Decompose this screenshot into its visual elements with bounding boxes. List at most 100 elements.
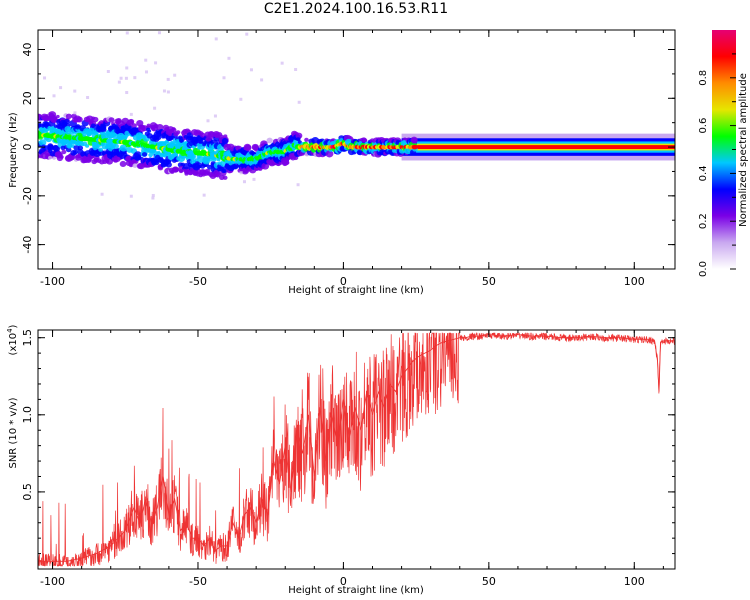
spectral-outlier bbox=[151, 193, 155, 197]
spectral-point bbox=[65, 147, 72, 153]
spectral-outlier bbox=[294, 67, 298, 71]
snr-x-label: Height of straight line (km) bbox=[288, 585, 424, 596]
y-tick-label: 0 bbox=[21, 144, 34, 151]
spectral-outlier bbox=[117, 80, 121, 84]
spectral-point bbox=[60, 155, 64, 159]
x-tick-label: 0 bbox=[340, 575, 347, 588]
spectral-point bbox=[63, 118, 70, 125]
spectral-outlier bbox=[100, 192, 104, 196]
spectral-outlier bbox=[222, 76, 226, 80]
spectral-outlier bbox=[239, 171, 243, 175]
spectral-outlier bbox=[245, 32, 249, 36]
spectral-outlier bbox=[260, 78, 264, 82]
spectral-band bbox=[401, 145, 675, 150]
spectral-outlier bbox=[125, 91, 129, 95]
spectral-point bbox=[232, 164, 239, 170]
y-tick-label: 0.5 bbox=[21, 483, 34, 501]
spectral-outlier bbox=[242, 180, 246, 184]
spectral-outlier bbox=[129, 194, 133, 198]
x-tick-label: -50 bbox=[189, 575, 207, 588]
spectral-point bbox=[51, 114, 56, 119]
x-tick-label: -50 bbox=[189, 275, 207, 288]
spectral-point bbox=[85, 144, 90, 148]
spectral-point bbox=[73, 145, 80, 151]
spectral-outlier bbox=[227, 56, 231, 60]
spectrogram-panel: -100 -50 0 50 100 40 20 0 -20 -40 Height of stra… bbox=[8, 29, 676, 296]
spectral-outlier bbox=[202, 193, 206, 197]
spectral-point bbox=[52, 156, 56, 160]
spectral-point bbox=[252, 144, 259, 151]
x-tick-label: -100 bbox=[40, 275, 65, 288]
colorbar-tick-label: 0.2 bbox=[698, 213, 709, 229]
spectral-outlier bbox=[124, 76, 128, 80]
colorbar-tick-label: 0.8 bbox=[698, 70, 709, 86]
spectral-outlier bbox=[214, 37, 218, 41]
spectral-point bbox=[108, 117, 115, 123]
colorbar: 0.0 0.2 0.4 0.6 0.8 Normalized spectral ampl… bbox=[698, 30, 749, 277]
spectral-point bbox=[304, 137, 309, 142]
colorbar-tick-label: 0.0 bbox=[698, 261, 709, 277]
colorbar-label: Normalized spectral amplitude bbox=[738, 73, 749, 227]
spectrogram-x-ticks: -100 -50 0 50 100 bbox=[40, 30, 664, 288]
snr-series-line bbox=[38, 334, 675, 562]
x-tick-label: 100 bbox=[624, 275, 645, 288]
x-tick-label: 0 bbox=[340, 275, 347, 288]
spectral-point bbox=[99, 126, 106, 133]
spectral-outlier bbox=[280, 61, 284, 65]
y-tick-label: -40 bbox=[21, 236, 34, 254]
spectral-point bbox=[295, 137, 301, 142]
spectral-point bbox=[50, 116, 58, 124]
spectral-point bbox=[141, 152, 148, 157]
svg-text:(x104): (x104) bbox=[6, 324, 19, 355]
spectral-outlier bbox=[213, 114, 217, 118]
spectral-outlier bbox=[206, 119, 210, 123]
spectral-point bbox=[151, 127, 156, 131]
spectral-point bbox=[243, 143, 252, 151]
spectral-point bbox=[131, 123, 137, 129]
spectral-point bbox=[266, 137, 273, 144]
spectral-outlier bbox=[173, 73, 177, 77]
colorbar-ticks: 0.0 0.2 0.4 0.6 0.8 bbox=[698, 53, 736, 277]
spectral-ridge-point bbox=[411, 144, 418, 150]
spectral-point bbox=[222, 175, 228, 180]
snr-plot-area bbox=[38, 331, 675, 568]
spectral-point bbox=[98, 147, 103, 152]
spectral-point bbox=[162, 153, 168, 158]
spectral-outlier bbox=[43, 76, 47, 80]
spectral-point bbox=[202, 142, 207, 147]
spectral-point bbox=[147, 129, 152, 133]
spectrogram-y-label: Frequency (Hz) bbox=[8, 112, 19, 188]
spectral-outlier bbox=[125, 66, 129, 70]
spectral-outlier bbox=[157, 31, 161, 35]
spectral-point bbox=[175, 130, 181, 135]
colorbar-tick-label: 0.4 bbox=[698, 165, 709, 181]
spectral-outlier bbox=[166, 77, 170, 81]
y-tick-label: 40 bbox=[21, 43, 34, 57]
spectral-point bbox=[106, 158, 113, 165]
spectral-outlier bbox=[144, 58, 148, 62]
spectrogram-y-ticks: 40 20 0 -20 -40 bbox=[21, 43, 675, 270]
spectral-point bbox=[146, 123, 151, 128]
spectral-outlier bbox=[38, 120, 42, 124]
spectral-outlier bbox=[151, 196, 155, 200]
spectral-point bbox=[119, 160, 127, 168]
spectral-outlier bbox=[296, 183, 300, 187]
spectral-point bbox=[222, 138, 229, 144]
x-tick-label: 50 bbox=[482, 275, 496, 288]
spectral-outlier bbox=[86, 96, 90, 100]
snr-y-label: SNR (10 * v/v) bbox=[8, 397, 19, 468]
spectral-point bbox=[72, 150, 78, 155]
spectrogram-x-label: Height of straight line (km) bbox=[288, 285, 424, 296]
spectral-point bbox=[65, 113, 72, 120]
snr-x-ticks: -100 -50 0 50 100 bbox=[40, 330, 664, 588]
y-tick-label: 1.0 bbox=[21, 406, 34, 424]
y-tick-label: 20 bbox=[21, 91, 34, 105]
snr-multiplier-close: ) bbox=[8, 324, 19, 328]
snr-multiplier: (x104) bbox=[6, 324, 19, 355]
snr-series-detail bbox=[38, 331, 675, 568]
spectral-outlier bbox=[133, 76, 137, 80]
spectral-point bbox=[82, 133, 87, 138]
spectral-outlier bbox=[239, 97, 243, 101]
spectral-point bbox=[100, 123, 105, 128]
spectral-outlier bbox=[252, 177, 256, 181]
